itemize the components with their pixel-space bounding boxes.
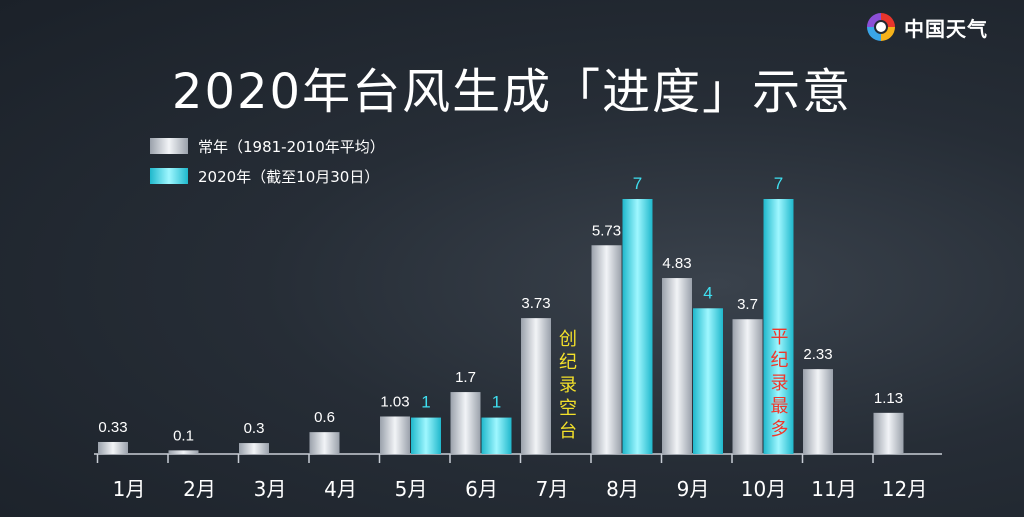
bar-normal-4 [309,432,340,454]
annotation-record-empty: 创纪录空台创纪录空台 [559,329,577,442]
bar-actual-10 [763,199,794,454]
legend-item-normal: 常年（1981-2010年平均） [150,131,385,161]
data-label-normal-8: 5.73 [592,222,621,239]
data-label-normal-5: 1.03 [380,393,409,410]
data-label-normal-9: 4.83 [662,255,691,272]
data-label-normal-7: 3.73 [521,295,550,312]
annotation-record-max: 平纪录最多平纪录最多 [771,327,789,440]
data-label-normal-3: 0.3 [244,420,265,437]
bar-normal-5 [380,416,410,454]
x-tick-label-4: 4月 [324,477,357,501]
bar-normal-8 [591,245,622,454]
x-tick-label-5: 5月 [395,477,428,501]
china-weather-logo-icon [867,13,895,41]
data-label-normal-6: 1.7 [455,369,476,386]
legend-label-actual: 2020年（截至10月30日） [198,167,380,186]
bar-normal-3 [239,443,269,454]
x-tick-label-1: 1月 [113,477,146,501]
data-label-actual-8: 7 [633,174,642,193]
bar-actual-9 [693,308,723,454]
data-label-normal-12: 1.13 [874,390,903,407]
bar-normal-11 [803,369,833,454]
bar-normal-6 [450,392,481,454]
data-label-actual-9: 4 [703,283,712,302]
x-tick-label-6: 6月 [465,477,498,501]
data-label-normal-11: 2.33 [803,346,832,363]
x-tick-label-11: 11月 [811,477,856,501]
legend-swatch-actual [150,168,188,184]
bar-normal-1 [98,441,128,454]
data-label-normal-2: 0.1 [173,427,194,444]
x-tick-label-12: 12月 [882,477,927,501]
data-label-actual-10: 7 [774,174,783,193]
bar-normal-10 [732,319,763,454]
brand-name: 中国天气 [904,16,988,41]
chart-title: 2020年台风生成「进度」示意 [171,64,853,120]
data-label-normal-1: 0.33 [98,419,127,436]
bar-actual-8 [622,199,653,454]
bar-normal-12 [873,412,904,454]
bar-actual-5 [411,417,441,454]
x-tick-label-9: 9月 [677,477,710,501]
bar-normal-9 [662,278,692,454]
x-tick-label-3: 3月 [254,477,287,501]
legend-label-normal: 常年（1981-2010年平均） [198,137,385,156]
x-tick-label-7: 7月 [536,477,569,501]
legend-item-actual: 2020年（截至10月30日） [150,161,385,191]
bar-normal-2 [168,450,199,454]
x-tick-label-10: 10月 [741,477,786,501]
data-label-actual-6: 1 [492,393,501,412]
x-tick-label-2: 2月 [183,477,216,501]
data-label-normal-10: 3.7 [737,296,758,313]
data-label-actual-5: 1 [421,393,430,412]
legend-swatch-normal [150,138,188,154]
bar-normal-7 [521,318,551,454]
brand-logo: 中国天气 [864,10,988,44]
data-label-normal-4: 0.6 [314,409,335,426]
bar-actual-6 [481,417,512,454]
legend: 常年（1981-2010年平均） 2020年（截至10月30日） [150,131,385,191]
x-tick-label-8: 8月 [606,477,639,501]
